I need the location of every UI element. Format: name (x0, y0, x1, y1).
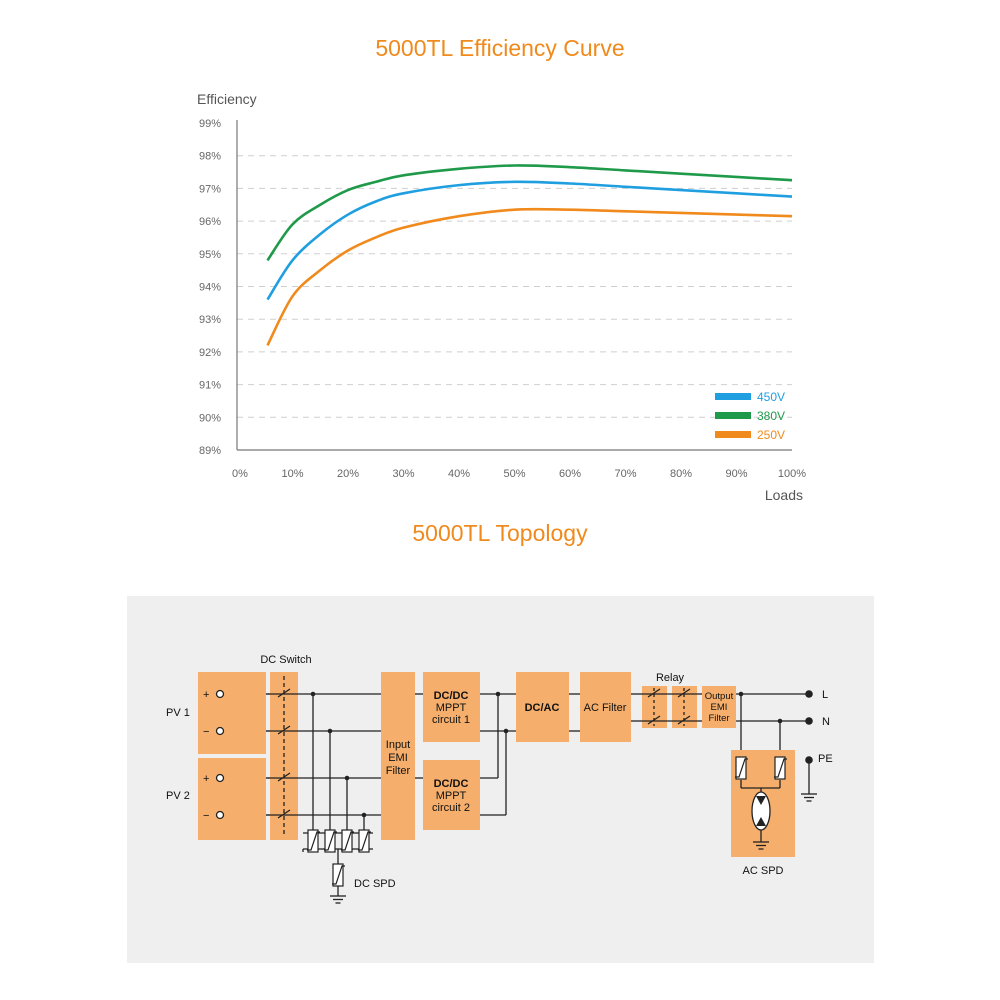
x-tick-label: 40% (448, 468, 470, 480)
series-line-380V (266, 164, 793, 262)
dcac-label: DC/AC (525, 702, 560, 714)
output-emi-line3: Filter (708, 713, 729, 724)
input-emi-line3: Filter (386, 765, 411, 777)
dc-switch-label: DC Switch (260, 654, 311, 666)
y-tick-label: 92% (199, 347, 221, 359)
dcdc2-block (423, 760, 480, 830)
x-axis-label: Loads (765, 487, 803, 503)
relay-label: Relay (656, 672, 685, 684)
pv2-block (198, 758, 266, 840)
ac-spd-label: AC SPD (743, 865, 784, 877)
output-terminals (805, 690, 813, 764)
pv-terminals (215, 689, 225, 820)
n-label: N (822, 716, 830, 728)
y-tick-label: 98% (199, 151, 221, 163)
ac-spd-internals (740, 780, 781, 842)
y-tick-label: 90% (199, 412, 221, 424)
pv1-plus: + (203, 689, 209, 701)
dcdc2-line1: DC/DC (434, 778, 469, 790)
topology-title: 5000TL Topology (412, 520, 588, 546)
x-tick-label: 90% (725, 468, 747, 480)
pv2-minus: − (203, 810, 209, 822)
pv1-label: PV 1 (166, 707, 190, 719)
legend-label-380V: 380V (757, 409, 785, 423)
legend-label-250V: 250V (757, 428, 785, 442)
x-tick-label: 0% (232, 468, 248, 480)
pv2-label: PV 2 (166, 790, 190, 802)
grid-lines (237, 155, 792, 418)
legend-swatch-250V (715, 431, 751, 438)
series-line-450V (266, 180, 793, 301)
legend: 450V 380V 250V (715, 390, 785, 442)
y-tick-label: 95% (199, 249, 221, 261)
y-tick-label: 93% (199, 314, 221, 326)
dcdc1-line2: MPPT (436, 702, 467, 714)
efficiency-chart: Efficiency Loads 99% 98% 97% 96% 95% 94% 93% 92… (197, 91, 806, 503)
dcdc1-line3: circuit 1 (432, 714, 470, 726)
series-line-250V (266, 207, 793, 346)
pv2-plus: + (203, 773, 209, 785)
pv1-block (198, 672, 266, 754)
x-tick-label: 70% (614, 468, 636, 480)
dcdc2-line2: MPPT (436, 790, 467, 802)
ac-filter-label: AC Filter (584, 702, 627, 714)
input-emi-line1: Input (386, 739, 410, 751)
y-axis-label: Efficiency (197, 91, 257, 107)
y-tick-label: 94% (199, 282, 221, 294)
gas-discharge-tube (751, 791, 771, 831)
x-tick-label: 80% (670, 468, 692, 480)
dcdc1-line1: DC/DC (434, 690, 469, 702)
junction-dots (310, 691, 783, 818)
x-tick-label: 10% (281, 468, 303, 480)
relay-contacts (642, 688, 702, 726)
y-tick-label: 99% (199, 118, 221, 130)
y-tick-label: 97% (199, 183, 221, 195)
legend-swatch-450V (715, 393, 751, 400)
chart-title: 5000TL Efficiency Curve (375, 35, 625, 61)
pe-label: PE (818, 753, 833, 765)
x-tick-label: 20% (337, 468, 359, 480)
x-tick-label: 50% (503, 468, 525, 480)
legend-label-450V: 450V (757, 390, 785, 404)
input-emi-block (381, 672, 415, 840)
dcac-block (516, 672, 569, 742)
dc-switch-contacts (266, 676, 298, 835)
y-tick-label: 91% (199, 380, 221, 392)
input-emi-line2: EMI (388, 752, 408, 764)
ac-filter-block (580, 672, 631, 742)
legend-swatch-380V (715, 412, 751, 419)
x-tick-label: 30% (392, 468, 414, 480)
x-ticks: 0% 10% 20% 30% 40% 50% 60% 70% 80% 90% 100% (232, 468, 806, 480)
x-tick-label: 60% (559, 468, 581, 480)
y-tick-label: 89% (199, 445, 221, 457)
output-emi-line1: Output (705, 691, 734, 702)
pv1-minus: − (203, 726, 209, 738)
dc-spd-label: DC SPD (354, 878, 396, 890)
output-emi-block (702, 686, 736, 728)
topology-diagram: DC Switch PV 1 PV 2 + − + − Input EMI Fi… (127, 596, 874, 963)
dcdc2-line3: circuit 2 (432, 802, 470, 814)
series-lines (266, 164, 793, 346)
output-emi-line2: EMI (711, 702, 728, 713)
dcdc1-block (423, 672, 480, 742)
y-tick-label: 96% (199, 216, 221, 228)
y-ticks: 99% 98% 97% 96% 95% 94% 93% 92% 91% 90% 89% (199, 118, 221, 457)
l-label: L (822, 689, 828, 701)
x-tick-label: 100% (778, 468, 806, 480)
